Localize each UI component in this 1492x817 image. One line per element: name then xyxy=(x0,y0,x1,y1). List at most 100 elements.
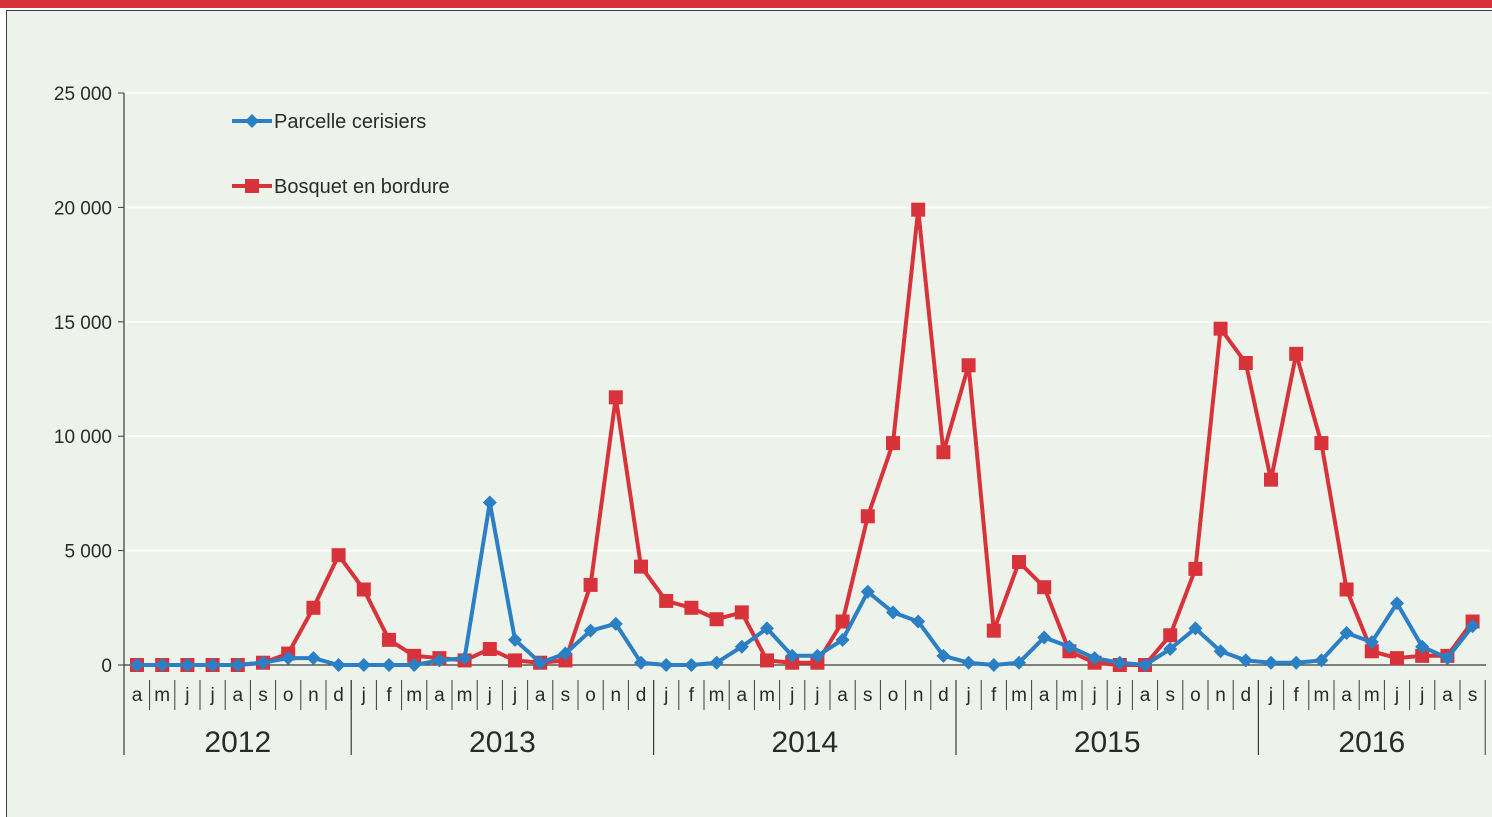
x-month-label: a xyxy=(837,685,848,706)
data-point-parcelle xyxy=(407,658,422,672)
data-point-parcelle xyxy=(1138,658,1152,672)
x-month-label: f xyxy=(991,685,997,706)
x-month-label: m xyxy=(154,685,170,706)
data-point-parcelle xyxy=(508,632,522,647)
legend-diamond-marker xyxy=(245,114,259,128)
data-point-bosquet xyxy=(634,559,648,574)
data-point-bosquet xyxy=(961,358,976,373)
x-month-label: j xyxy=(1091,685,1096,706)
x-month-label: a xyxy=(1341,685,1352,706)
x-month-label: n xyxy=(308,685,319,706)
data-point-parcelle xyxy=(281,651,296,666)
data-point-bosquet xyxy=(356,582,371,597)
x-month-label: j xyxy=(184,685,189,706)
data-point-parcelle xyxy=(1465,619,1480,634)
data-point-parcelle xyxy=(180,658,195,672)
data-point-bosquet xyxy=(583,577,598,592)
data-point-parcelle xyxy=(1238,653,1253,668)
y-tick-label: 0 xyxy=(101,656,112,677)
x-month-label: n xyxy=(611,685,622,706)
data-point-bosquet xyxy=(1238,355,1253,370)
data-point-parcelle xyxy=(1112,655,1127,670)
x-month-label: j xyxy=(1268,685,1273,706)
x-month-label: a xyxy=(535,685,546,706)
x-month-label: o xyxy=(283,685,294,706)
data-point-parcelle xyxy=(130,658,144,672)
x-month-label: m xyxy=(759,685,775,706)
x-month-label: f xyxy=(386,685,392,706)
data-point-parcelle xyxy=(1087,651,1102,666)
data-point-parcelle xyxy=(1339,625,1354,640)
x-month-label: m xyxy=(457,685,473,706)
series-line-bosquet-en-bordure xyxy=(137,207,1475,667)
data-point-parcelle xyxy=(961,655,976,670)
top-accent-band xyxy=(0,0,1492,8)
data-point-parcelle xyxy=(432,653,447,668)
data-point-parcelle xyxy=(533,655,548,670)
x-month-label: d xyxy=(333,685,344,706)
data-point-bosquet xyxy=(860,509,875,524)
data-point-parcelle xyxy=(1188,621,1203,636)
data-point-parcelle xyxy=(356,658,371,672)
data-point-parcelle xyxy=(709,655,724,670)
x-month-label: s xyxy=(258,685,268,706)
x-month-label: j xyxy=(487,685,492,706)
data-point-parcelle xyxy=(986,658,1001,672)
data-point-parcelle xyxy=(482,495,497,510)
data-point-bosquet xyxy=(331,548,346,563)
data-point-bosquet xyxy=(986,623,1001,638)
x-month-label: a xyxy=(132,685,143,706)
x-month-label: a xyxy=(434,685,445,706)
data-point-parcelle xyxy=(1415,639,1430,654)
data-point-parcelle xyxy=(583,623,598,638)
x-month-label: s xyxy=(1165,685,1175,706)
data-point-bosquet xyxy=(608,390,623,405)
data-point-parcelle xyxy=(155,658,170,672)
series xyxy=(130,202,1480,672)
data-point-bosquet xyxy=(1037,580,1052,595)
data-point-bosquet xyxy=(886,436,900,451)
data-point-parcelle xyxy=(785,648,800,663)
x-month-label: j xyxy=(1419,685,1424,706)
data-point-parcelle xyxy=(1364,635,1379,650)
data-point-bosquet xyxy=(407,648,422,663)
data-point-parcelle xyxy=(256,655,270,670)
data-point-bosquet xyxy=(1188,561,1203,576)
x-month-label: a xyxy=(233,685,244,706)
x-month-label: m xyxy=(709,685,725,706)
x-month-label: f xyxy=(689,685,695,706)
data-point-bosquet xyxy=(382,632,396,647)
x-month-label: a xyxy=(737,685,748,706)
x-year-label: 2015 xyxy=(1074,726,1141,759)
data-point-parcelle xyxy=(306,651,321,666)
x-month-label: j xyxy=(789,685,794,706)
x-month-label: o xyxy=(585,685,596,706)
x-month-label: j xyxy=(814,685,819,706)
x-month-label: m xyxy=(1364,685,1380,706)
x-year-label: 2016 xyxy=(1338,726,1405,759)
data-point-bosquet xyxy=(508,653,522,668)
x-month-label: j xyxy=(361,685,366,706)
x-month-label: s xyxy=(1468,685,1478,706)
data-point-parcelle xyxy=(382,658,396,672)
series-line-parcelle-cerisiers xyxy=(137,500,1475,667)
data-point-parcelle xyxy=(457,651,472,666)
data-point-parcelle xyxy=(205,658,220,672)
data-point-parcelle xyxy=(835,632,850,647)
data-point-parcelle xyxy=(1012,655,1026,670)
x-month-label: m xyxy=(1313,685,1329,706)
y-tick-label: 15 000 xyxy=(54,313,112,334)
data-point-parcelle xyxy=(1163,641,1178,656)
x-month-label: a xyxy=(1442,685,1453,706)
data-point-parcelle xyxy=(860,584,875,599)
data-point-bosquet xyxy=(1314,436,1329,451)
data-point-parcelle xyxy=(886,605,900,620)
y-tick-label: 5 000 xyxy=(64,542,112,563)
data-point-bosquet xyxy=(1264,472,1278,487)
data-point-bosquet xyxy=(760,653,774,668)
gridlines xyxy=(124,92,1490,552)
x-month-label: o xyxy=(888,685,899,706)
x-month-label: s xyxy=(863,685,873,706)
x-month-label: m xyxy=(1011,685,1027,706)
